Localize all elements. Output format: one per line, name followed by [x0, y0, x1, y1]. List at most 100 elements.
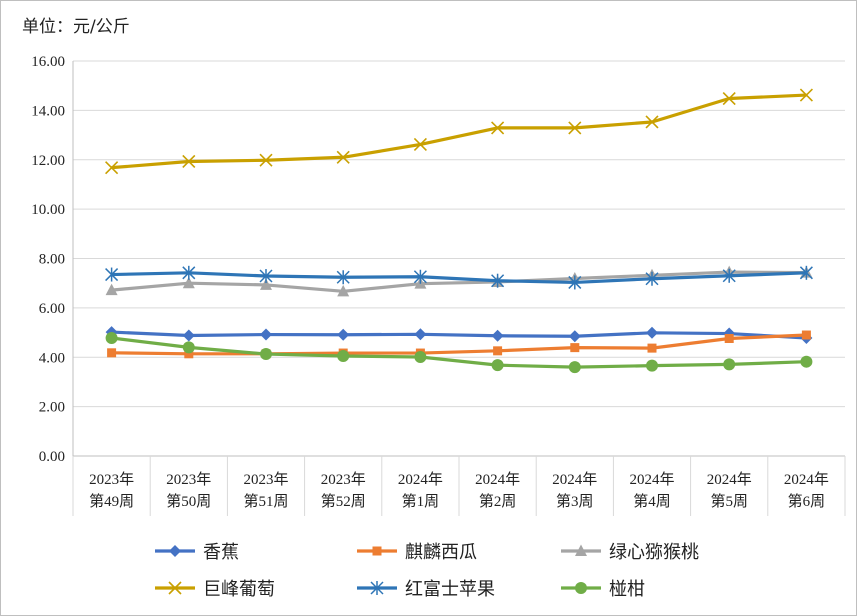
- data-point: [645, 271, 659, 286]
- series-line: [111, 330, 807, 340]
- data-point: [337, 328, 350, 341]
- legend-label: 绿心猕猴桃: [609, 542, 699, 563]
- data-point: [337, 284, 350, 297]
- data-point: [799, 265, 813, 280]
- data-point: [337, 350, 350, 363]
- axes: [72, 61, 846, 516]
- x-tick-label: 2024年第6周: [784, 471, 829, 510]
- data-point: [414, 328, 427, 341]
- data-point: [646, 326, 658, 339]
- data-point: [182, 265, 196, 280]
- x-tick-label: 2023年第51周: [243, 471, 288, 510]
- data-point: [570, 343, 580, 353]
- y-tick-labels: 0.00 2.00 4.00 6.00 8.00 10.00 12.00 14.00 16.00: [31, 54, 65, 465]
- data-point: [260, 328, 272, 341]
- x-tick-label: 2023年第52周: [321, 471, 366, 510]
- data-point: [491, 359, 504, 372]
- series-4: [105, 265, 813, 290]
- legend-label: 麒麟西瓜: [405, 542, 477, 563]
- data-point: [647, 343, 657, 353]
- legend-marker: [575, 544, 587, 556]
- y-tick-label: 16.00: [31, 54, 65, 70]
- data-point: [182, 329, 195, 342]
- data-point: [724, 333, 734, 343]
- y-tick-label: 12.00: [31, 153, 65, 169]
- legend-item: 红富士苹果: [357, 579, 495, 600]
- data-point: [646, 359, 658, 372]
- y-tick-label: 14.00: [31, 103, 65, 119]
- data-point: [801, 330, 811, 340]
- series-3: [105, 88, 813, 175]
- x-tick-label: 2024年第2周: [475, 471, 520, 510]
- x-tick-label: 2023年第50周: [166, 471, 211, 510]
- data-point: [722, 268, 736, 283]
- data-point: [259, 153, 273, 167]
- x-tick-label: 2023年第49周: [89, 471, 134, 510]
- legend-marker: [168, 581, 182, 595]
- y-tick-label: 4.00: [39, 350, 65, 366]
- series-2: [105, 265, 813, 297]
- data-point: [491, 273, 505, 288]
- data-point: [645, 115, 659, 129]
- data-point: [259, 269, 273, 284]
- y-tick-label: 0.00: [39, 449, 65, 465]
- legend-marker: [169, 545, 181, 557]
- y-tick-label: 8.00: [39, 252, 65, 268]
- legend-label: 香蕉: [203, 542, 239, 563]
- data-point: [105, 267, 119, 282]
- data-point: [491, 329, 504, 342]
- legend-marker: [370, 581, 384, 595]
- legend-marker: [372, 546, 382, 556]
- legend-item: 绿心猕猴桃: [561, 542, 699, 563]
- x-tick-labels: 2023年第49周 2023年第50周 2023年第51周 2023年第52周 2024…: [89, 471, 829, 510]
- data-point: [105, 283, 118, 296]
- legend-item: 麒麟西瓜: [357, 542, 477, 563]
- series-line: [111, 271, 807, 285]
- legend-item: 香蕉: [155, 542, 239, 563]
- legend-label: 椪柑: [609, 579, 645, 600]
- series-lines: [105, 88, 813, 374]
- legend-label: 红富士苹果: [405, 579, 495, 600]
- data-point: [182, 341, 195, 354]
- y-tick-label: 10.00: [31, 202, 65, 218]
- data-point: [799, 88, 813, 102]
- y-tick-label: 6.00: [39, 301, 65, 317]
- data-point: [413, 137, 427, 152]
- x-tick-label: 2024年第5周: [707, 471, 752, 510]
- series-line: [111, 333, 807, 356]
- series-line: [111, 336, 807, 369]
- data-point: [414, 351, 427, 364]
- unit-label: 单位：元/公斤: [22, 17, 130, 37]
- data-point: [260, 348, 272, 361]
- data-point: [722, 91, 736, 106]
- x-tick-label: 2024年第4周: [629, 471, 674, 510]
- legend-item: 椪柑: [561, 579, 645, 600]
- data-point: [336, 150, 350, 164]
- data-point: [105, 331, 118, 344]
- legend-item: 巨峰葡萄: [155, 579, 275, 600]
- data-point: [491, 121, 505, 135]
- series-line: [111, 93, 807, 170]
- data-point: [336, 270, 350, 285]
- data-point: [800, 355, 813, 368]
- data-point: [568, 121, 582, 135]
- data-point: [493, 346, 503, 356]
- x-tick-label: 2024年第3周: [552, 471, 597, 510]
- y-tick-label: 2.00: [39, 400, 65, 416]
- data-point: [413, 269, 427, 284]
- data-point: [260, 278, 272, 290]
- data-point: [184, 349, 194, 359]
- data-point: [105, 161, 119, 175]
- data-point: [107, 348, 117, 358]
- data-point: [723, 358, 736, 371]
- series-line: [111, 270, 807, 293]
- data-point: [182, 154, 196, 169]
- data-point: [568, 330, 581, 343]
- legend-marker: [575, 582, 587, 594]
- data-point: [568, 275, 582, 290]
- data-point: [568, 361, 581, 374]
- data-point: [182, 276, 195, 289]
- legend-label: 巨峰葡萄: [203, 579, 275, 600]
